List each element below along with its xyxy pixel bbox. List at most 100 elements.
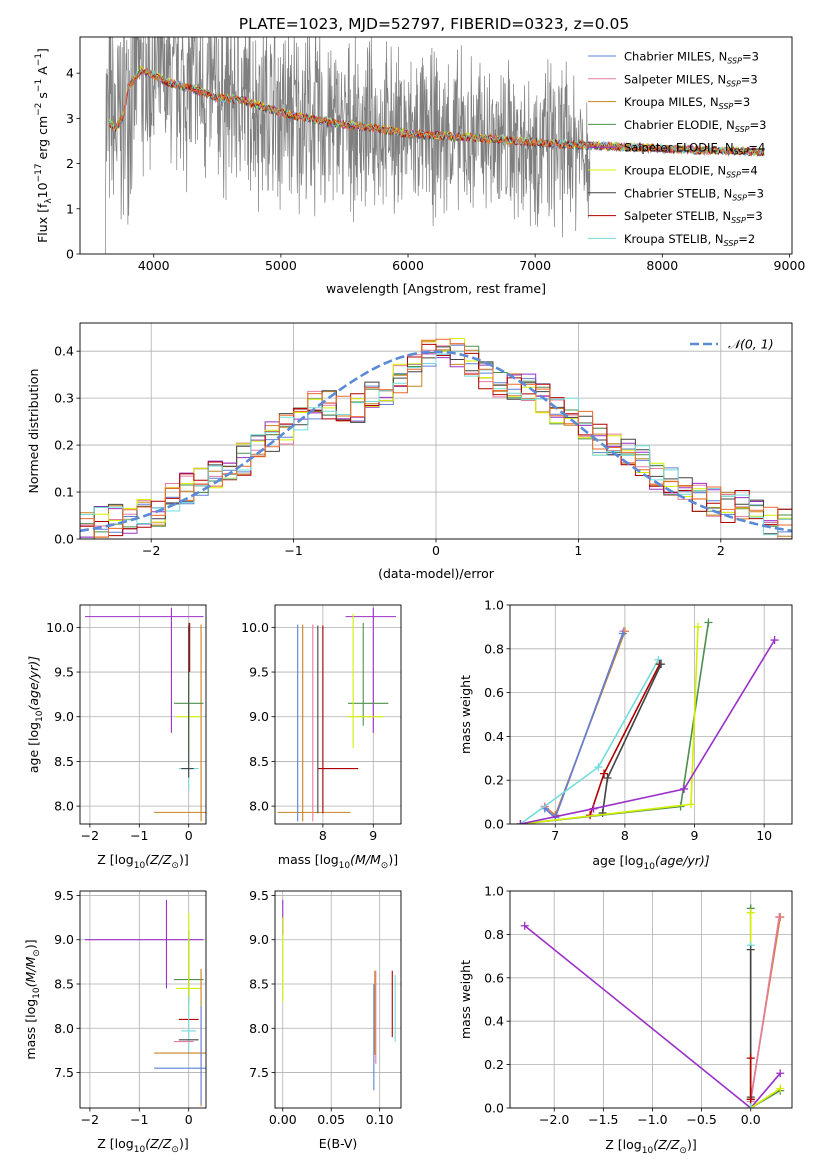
- legend-entry: Salpeter ELODIE, NSSP=4: [624, 141, 765, 157]
- weight-line: [544, 631, 625, 819]
- model-spectrum: [108, 68, 765, 157]
- legend-entry: Salpeter STELIB, NSSP=3: [624, 209, 763, 225]
- weight-marker: [516, 820, 525, 824]
- x-tick-label: 0: [432, 543, 440, 558]
- y-tick-label: 1: [66, 201, 74, 216]
- weight-marker: [694, 622, 702, 631]
- y-tick-label: 0.0: [484, 817, 504, 832]
- legend-entry: 𝒩(0, 1): [728, 337, 774, 352]
- plot-area: [277, 607, 396, 822]
- panel-weight_vs_Z: −2.0 −1.5 −1.0 −0.5 0.0 0.0 0.2 0.4 0.6 0.8 1.0 Z […: [458, 884, 793, 1156]
- x-axis-label: (data-model)/error: [378, 566, 495, 581]
- y-tick-label: 2: [66, 156, 74, 171]
- x-tick-label: 0.05: [317, 1112, 345, 1127]
- y-tick-label: 0.0: [484, 1101, 504, 1116]
- axes-frame: [79, 890, 207, 1109]
- weight-marker: [775, 913, 784, 922]
- y-tick-label: 7.5: [54, 1065, 74, 1080]
- x-tick-label: 5000: [265, 258, 297, 273]
- weight-line: [524, 925, 781, 1108]
- y-tick-label: 0.2: [484, 1057, 504, 1072]
- weight-line: [520, 639, 776, 824]
- plot-area: [80, 338, 792, 539]
- panel-residuals: −2 −1 0 1 2 0.0 0.1 0.2 0.3 0.4 𝒩(0, 1) (data-model…: [26, 322, 793, 581]
- y-tick-label: 9.5: [54, 888, 74, 903]
- y-tick-label: 0.6: [484, 685, 504, 700]
- y-tick-label: 0.3: [54, 391, 74, 406]
- y-tick-label: 8.0: [249, 799, 269, 814]
- x-tick-label: −1: [130, 1112, 148, 1127]
- y-axis-label: mass [log10(M/M⊙)]: [23, 939, 42, 1059]
- legend-entry: Chabrier STELIB, NSSP=3: [624, 186, 764, 202]
- y-axis-label: Flux [fλ10−17 erg cm−2 s−1 A−1]: [34, 48, 54, 243]
- plot-area: [516, 618, 779, 824]
- weight-marker: [776, 1084, 785, 1093]
- y-tick-label: 0.4: [54, 344, 74, 359]
- legend-entry: Kroupa MILES, NSSP=3: [624, 95, 750, 111]
- x-tick-label: 10: [756, 828, 772, 843]
- residual-histogram: [80, 338, 792, 538]
- plot-area: [84, 899, 206, 1107]
- panel-mass_vs_EBV: 0.00 0.05 0.10 7.5 8.0 8.5 9.0 9.5 E(B-V): [249, 888, 402, 1151]
- y-tick-label: 3: [66, 111, 74, 126]
- x-tick-label: 2: [717, 543, 725, 558]
- y-axis-label: age [log10(age/yr)]: [26, 656, 45, 773]
- y-tick-label: 8.0: [54, 799, 74, 814]
- x-tick-label: −2: [81, 1112, 99, 1127]
- weight-marker: [600, 769, 608, 778]
- panel-weight_vs_age: 7 8 9 10 0.0 0.2 0.4 0.6 0.8 1.0 age [log10(age/yr…: [458, 598, 793, 872]
- panel-mass_vs_Z: −2 −1 0 7.5 8.0 8.5 9.0 9.5 Z [log10(Z/Z⊙)] mass …: [23, 888, 207, 1155]
- y-tick-label: 9.0: [54, 932, 74, 947]
- x-tick-label: 4000: [138, 258, 170, 273]
- x-axis-label: Z [log10(Z/Z⊙)]: [97, 852, 188, 871]
- y-axis-label: mass weight: [458, 675, 473, 754]
- x-tick-label: −0.5: [686, 1112, 716, 1127]
- y-tick-label: 0: [66, 247, 74, 262]
- axes-frame: [509, 604, 793, 825]
- x-axis-label: Z [log10(Z/Z⊙)]: [605, 1137, 696, 1156]
- weight-marker: [770, 636, 779, 645]
- y-tick-label: 0.6: [484, 970, 504, 985]
- y-tick-label: 10.0: [241, 620, 269, 635]
- weight-marker: [746, 945, 755, 954]
- y-tick-label: 7.5: [249, 1065, 269, 1080]
- x-tick-label: −2: [142, 543, 160, 558]
- y-tick-label: 0.2: [484, 773, 504, 788]
- x-tick-label: 0: [185, 828, 193, 843]
- y-axis-label: Normed distribution: [26, 369, 41, 494]
- y-tick-label: 8.5: [54, 977, 74, 992]
- axes-frame: [274, 604, 402, 825]
- axes-frame: [79, 36, 793, 255]
- y-tick-label: 8.0: [249, 1021, 269, 1036]
- y-tick-label: 1.0: [484, 884, 504, 899]
- x-tick-label: 9: [369, 828, 377, 843]
- plot-area: [105, 37, 765, 254]
- x-tick-label: −1.0: [637, 1112, 667, 1127]
- panel-age_vs_mass: 8 9 8.0 8.5 9.0 9.5 10.0 mass [log10(M/M⊙)]: [241, 604, 402, 871]
- weight-marker: [776, 1069, 785, 1078]
- observed-spectrum: [105, 37, 764, 254]
- weight-marker: [618, 629, 627, 638]
- weight-marker: [746, 908, 755, 917]
- legend-entry: Chabrier MILES, NSSP=3: [624, 50, 759, 66]
- weight-marker: [589, 804, 598, 813]
- axes-frame: [274, 890, 402, 1109]
- x-tick-label: 0: [185, 1112, 193, 1127]
- x-tick-label: −1: [284, 543, 302, 558]
- x-tick-label: 8000: [646, 258, 678, 273]
- x-tick-label: 9000: [774, 258, 806, 273]
- x-tick-label: 7: [551, 828, 559, 843]
- y-tick-label: 0.8: [484, 927, 504, 942]
- weight-marker: [746, 1095, 755, 1104]
- x-axis-label: wavelength [Angstrom, rest frame]: [326, 281, 546, 296]
- x-tick-label: 7000: [519, 258, 551, 273]
- y-tick-label: 8.5: [249, 977, 269, 992]
- weight-line: [601, 663, 662, 814]
- y-axis-label: mass weight: [458, 960, 473, 1039]
- x-axis-label: Z [log10(Z/Z⊙)]: [97, 1136, 188, 1155]
- x-tick-label: 6000: [392, 258, 424, 273]
- y-tick-label: 9.0: [249, 932, 269, 947]
- x-tick-label: 8: [621, 828, 629, 843]
- weight-marker: [680, 784, 689, 793]
- y-tick-label: 8.0: [54, 1021, 74, 1036]
